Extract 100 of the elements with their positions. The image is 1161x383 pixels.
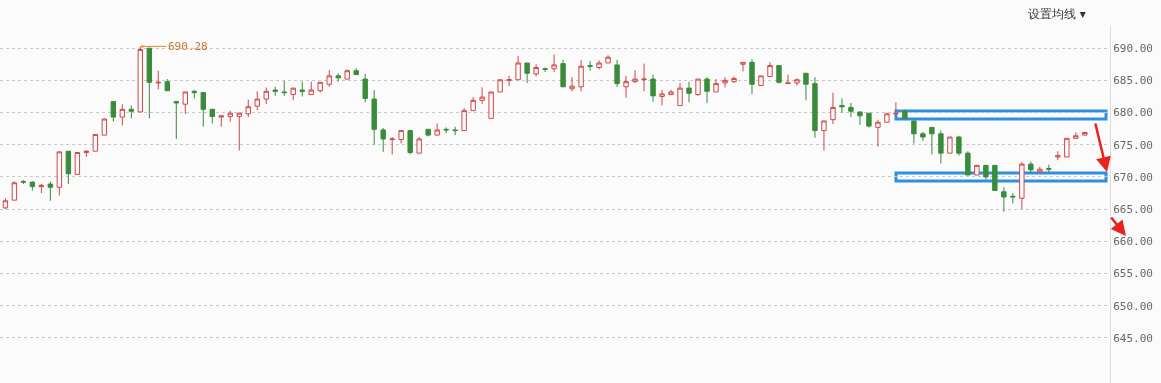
- candlestick: [551, 54, 557, 73]
- candlestick: [740, 61, 746, 72]
- candlestick: [164, 78, 171, 92]
- candlestick: [200, 91, 206, 128]
- candlestick: [290, 87, 296, 101]
- candlestick: [227, 110, 233, 123]
- candlestick: [272, 86, 278, 97]
- y-tick-label: 660.00: [1113, 235, 1153, 249]
- candlestick: [704, 76, 710, 104]
- candlestick: [371, 89, 377, 146]
- candlestick: [587, 60, 593, 72]
- candlestick: [1082, 131, 1088, 136]
- candlestick: [1064, 137, 1070, 158]
- candlestick: [281, 80, 287, 97]
- candlestick: [11, 180, 18, 201]
- candlestick: [362, 73, 368, 103]
- candlestick: [173, 100, 180, 140]
- candlestick: [560, 59, 566, 88]
- candlestick: [1046, 164, 1052, 173]
- candlestick: [254, 90, 260, 111]
- candlestick: [902, 108, 908, 120]
- candlestick: [542, 67, 548, 73]
- candlestick: [947, 136, 953, 154]
- candlestick: [848, 102, 854, 118]
- candlestick: [515, 55, 521, 81]
- candlestick: [839, 97, 845, 114]
- candlestick: [56, 151, 63, 197]
- candlestick: [407, 130, 413, 155]
- candlestick: [353, 67, 359, 76]
- candlestick: [20, 179, 27, 185]
- candlestick: [344, 68, 350, 80]
- candlestick: [596, 59, 602, 70]
- candlestick: [1073, 132, 1079, 139]
- candlestick: [857, 111, 863, 126]
- candlestick: [236, 112, 242, 152]
- candlestick: [731, 76, 737, 84]
- candlestick: [533, 63, 539, 78]
- candlestick: [101, 117, 108, 136]
- candlestick: [461, 107, 467, 132]
- candlestick: [488, 91, 494, 119]
- candlestick: [632, 69, 638, 84]
- candlestick: [524, 62, 530, 84]
- candlestick: [785, 74, 791, 85]
- candlestick: [434, 123, 440, 136]
- y-tick-label: 675.00: [1113, 138, 1153, 152]
- candlestick: [767, 61, 773, 78]
- candlestick: [875, 119, 881, 148]
- candlestick: [443, 126, 449, 134]
- candlestick: [1028, 161, 1034, 174]
- candlestick: [497, 79, 503, 93]
- y-tick-label: 655.00: [1113, 267, 1153, 281]
- candlestick: [1055, 150, 1061, 161]
- candlestick: [794, 77, 800, 87]
- candlestick: [983, 164, 989, 181]
- candlestick: [128, 104, 135, 119]
- y-tick-label: 690.00: [1113, 42, 1153, 56]
- candlestick: [425, 128, 431, 137]
- candlestick: [974, 164, 980, 176]
- candlestick: [1019, 161, 1025, 210]
- candlestick: [812, 76, 818, 139]
- candlestick: [650, 74, 656, 103]
- candlestick: [965, 150, 971, 176]
- candlestick: [749, 58, 755, 95]
- candlestick: [677, 82, 683, 106]
- candlestick: [569, 76, 575, 92]
- candlestick: [911, 120, 917, 144]
- y-tick-label: 645.00: [1113, 331, 1153, 345]
- candlestick: [65, 150, 72, 185]
- candlestick: [920, 131, 926, 142]
- candlestick: [803, 72, 809, 101]
- candlestick: [155, 70, 162, 90]
- candlestick: [470, 96, 476, 112]
- candlestick: [641, 63, 647, 92]
- candlestick: [713, 78, 719, 93]
- candlestick: [605, 54, 611, 64]
- candlestick: [1010, 192, 1016, 204]
- candlestick: [938, 130, 944, 164]
- y-tick-label: 665.00: [1113, 203, 1153, 216]
- candlestick: [452, 126, 458, 136]
- candlestick: [29, 180, 36, 191]
- candlestick: [893, 101, 899, 115]
- candlestick: [38, 183, 45, 194]
- candlestick: [47, 180, 54, 202]
- candlestick: [416, 136, 422, 154]
- candlestick: [389, 136, 395, 155]
- candlestick: [92, 133, 99, 152]
- candlestick: [659, 89, 665, 106]
- candlestick: [245, 99, 251, 118]
- candlestick: [398, 130, 404, 144]
- candlestick: [686, 81, 692, 103]
- candlestick: [614, 59, 620, 88]
- candlestick: [263, 86, 269, 105]
- candlestick: [182, 91, 188, 115]
- candlestick: [1037, 166, 1043, 175]
- candlestick: [956, 135, 962, 157]
- candlestick: [218, 114, 224, 128]
- candlestick: [299, 81, 305, 97]
- candlestick: [992, 164, 998, 191]
- y-tick-label: 685.00: [1113, 74, 1153, 88]
- candlestick: [74, 151, 81, 175]
